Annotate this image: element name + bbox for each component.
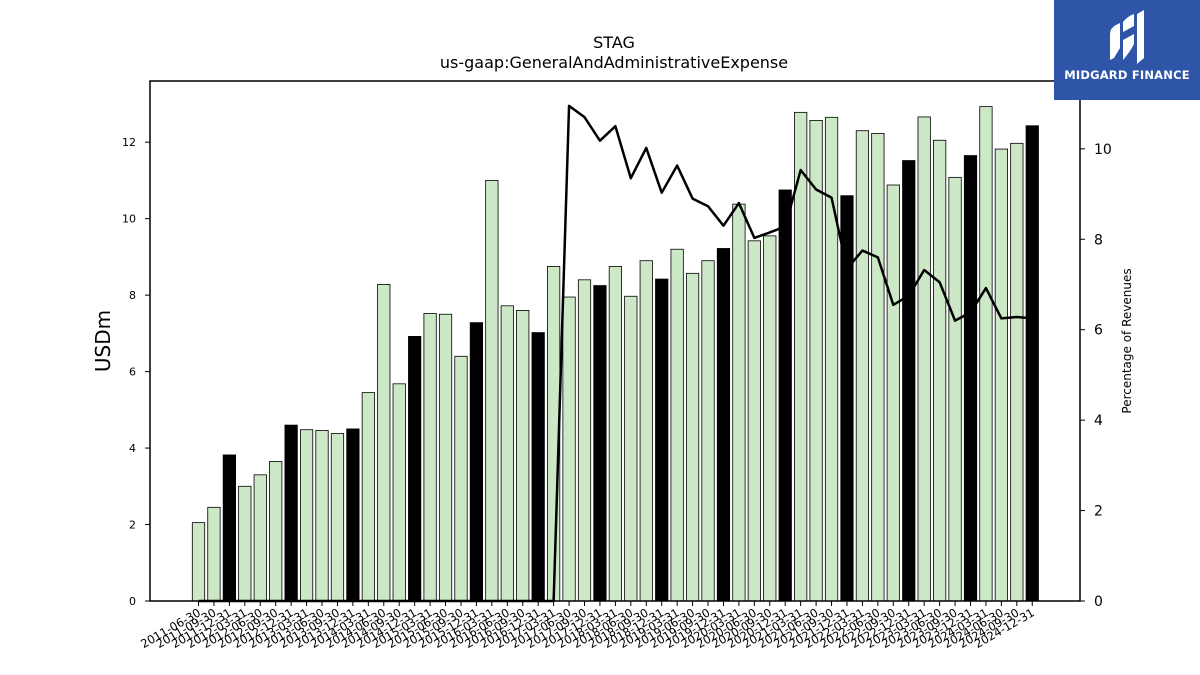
y2-tick-label: 6 (1094, 323, 1103, 339)
y2-axis-label: Percentage of Revenues (1120, 268, 1134, 413)
y-tick-label: 10 (122, 213, 136, 226)
y-axis-ticks: 0 2 4 6 8 10 12 (122, 136, 150, 608)
bar-2013-03-31 (299, 429, 314, 602)
bar-2016-06-30 (500, 305, 514, 602)
bar-2012-03-31 (238, 485, 252, 602)
bar-2020-03-31 (732, 203, 746, 602)
bar-2017-06-30 (562, 296, 576, 602)
bar-2019-09-30 (701, 260, 715, 602)
y-tick-label: 0 (129, 595, 136, 608)
midgard-finance-logo: MIDGARD FINANCE (1054, 0, 1200, 100)
bar-2020-12-31 (778, 189, 792, 602)
bar-2018-12-31 (655, 278, 669, 602)
y-tick-label: 12 (122, 136, 136, 149)
bar-2024-12-31 (1025, 125, 1039, 602)
bar-2017-12-31 (593, 285, 607, 602)
y-tick-label: 2 (129, 519, 136, 532)
bar-2015-12-31 (469, 322, 484, 602)
y-tick-label: 6 (129, 366, 136, 379)
bar-2022-03-31 (855, 130, 870, 602)
bar-2016-03-31 (485, 180, 499, 602)
y-tick-label: 4 (129, 442, 136, 455)
y2-tick-label: 4 (1094, 413, 1103, 429)
bar-2023-12-31 (963, 155, 978, 602)
bar-2022-09-30 (886, 184, 900, 602)
bar-2022-06-30 (871, 132, 885, 602)
bar-2023-06-30 (933, 139, 947, 602)
bar-2022-12-31 (902, 160, 916, 602)
chart-subtitle: us-gaap:GeneralAndAdministrativeExpense (440, 53, 788, 72)
bar-2019-03-31 (670, 248, 684, 602)
bar-2014-09-30 (392, 383, 406, 602)
x-axis-ticks: 2011-06-302011-09-302011-12-312012-03-31… (138, 601, 1037, 651)
bar-2014-06-30 (377, 284, 391, 602)
bar-2021-09-30 (824, 116, 839, 602)
bar-2020-06-30 (747, 240, 761, 602)
y2-axis-ticks: 0 2 4 6 8 10 (1080, 142, 1112, 610)
bar-2016-09-30 (516, 310, 530, 602)
y2-tick-label: 2 (1094, 504, 1103, 520)
bar-2012-09-30 (269, 461, 283, 602)
bar-2018-03-31 (608, 266, 622, 602)
bar-2011-06-30 (191, 522, 206, 602)
bar-2019-06-30 (685, 272, 700, 602)
bar-2024-09-30 (1010, 142, 1024, 602)
bar-2018-06-30 (624, 295, 638, 602)
bar-2024-06-30 (994, 148, 1008, 602)
bars-group (191, 106, 1039, 602)
y2-tick-label: 8 (1094, 232, 1103, 248)
y2-tick-label: 0 (1094, 594, 1103, 610)
bar-2013-06-30 (315, 430, 329, 602)
y2-tick-label: 10 (1094, 142, 1112, 158)
bar-2014-12-31 (408, 336, 422, 602)
bar-2024-03-31 (979, 106, 993, 602)
bar-2021-12-31 (840, 195, 854, 602)
bar-2023-03-31 (917, 116, 931, 602)
bar-2016-12-31 (531, 332, 545, 602)
y-axis-label: USDm (91, 310, 115, 372)
bar-2018-09-30 (639, 260, 653, 602)
bar-2020-09-30 (763, 235, 777, 602)
bar-2014-03-31 (361, 392, 375, 602)
logo-text: MIDGARD FINANCE (1064, 68, 1190, 82)
bar-2011-09-30 (207, 506, 221, 602)
bar-2015-09-30 (454, 355, 468, 602)
bar-2023-09-30 (948, 176, 962, 602)
bar-2013-12-31 (346, 428, 360, 602)
bar-2017-09-30 (577, 279, 592, 602)
bar-2012-06-30 (253, 474, 267, 602)
bar-2019-12-31 (716, 248, 731, 602)
chart-title: STAG (593, 33, 635, 52)
bar-2012-12-31 (284, 424, 298, 602)
logo-mark-icon (1110, 10, 1144, 64)
bar-2015-06-30 (438, 313, 453, 602)
bar-2013-09-30 (330, 433, 345, 602)
bar-2015-03-31 (423, 313, 437, 602)
y-tick-label: 8 (129, 289, 136, 302)
bar-2011-12-31 (222, 454, 236, 602)
